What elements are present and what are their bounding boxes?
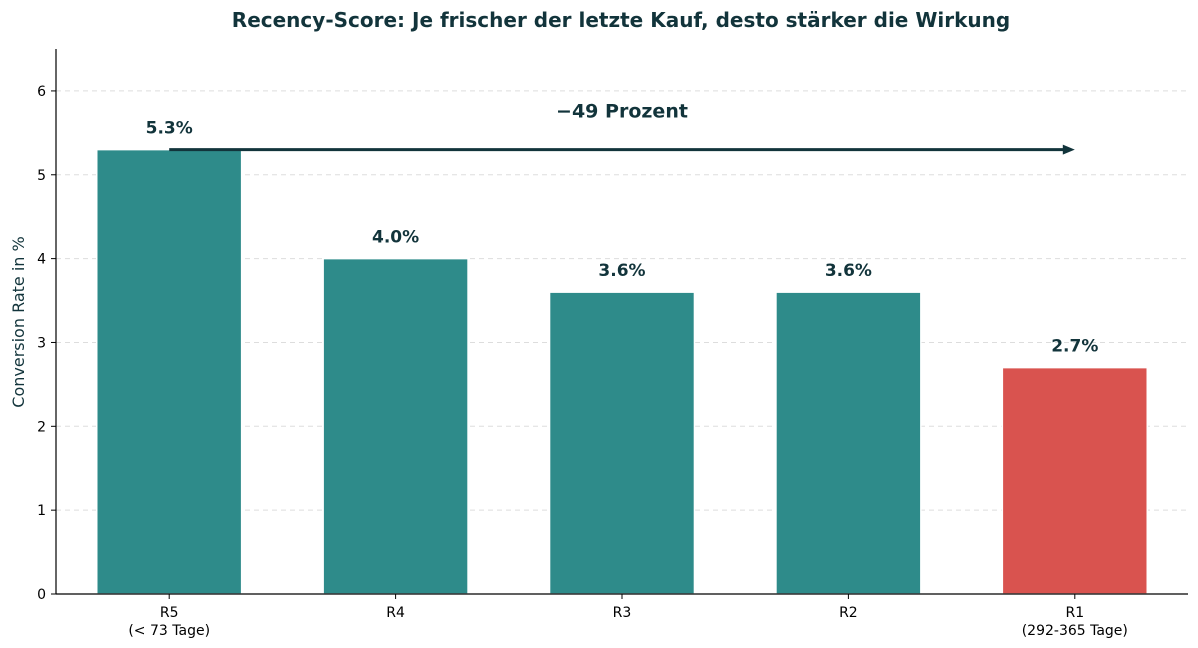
bar-r1 (1001, 366, 1148, 595)
data-label: 2.7% (1051, 337, 1098, 357)
annotation: −49 Prozent (169, 101, 1075, 155)
y-tick-label: 1 (37, 503, 46, 519)
bar-r2 (775, 291, 922, 595)
data-labels: 5.3% 4.0% 3.6% 3.6% 2.7% (146, 119, 1099, 357)
bar-r3 (548, 291, 696, 595)
x-tick-label: R3 (613, 605, 632, 621)
data-label: 3.6% (598, 261, 645, 281)
data-label: 5.3% (146, 119, 193, 139)
data-label: 3.6% (825, 261, 872, 281)
annotation-arrow-head (1062, 144, 1075, 155)
data-label: 4.0% (372, 228, 419, 248)
y-tick-label: 5 (37, 168, 46, 184)
y-tick-label: 0 (37, 587, 46, 603)
y-tick-label: 3 (37, 335, 46, 351)
bar-r4 (322, 257, 469, 595)
axes: 0 1 2 3 4 5 6 R5 (< 73 Tage) R4 R3 R2 R1 (292-365 Tag… (37, 49, 1188, 639)
x-tick-label: R4 (386, 605, 405, 621)
x-tick-sublabel: (292-365 Tage) (1022, 623, 1128, 639)
x-tick-label: R5 (160, 605, 179, 621)
y-tick-label: 6 (37, 84, 46, 100)
bar-r5 (96, 148, 243, 595)
y-axis-label: Conversion Rate in % (9, 236, 28, 407)
x-tick-sublabel: (< 73 Tage) (128, 623, 210, 639)
chart-title: Recency-Score: Je frischer der letzte Ka… (232, 8, 1010, 32)
y-tick-label: 2 (37, 419, 46, 435)
x-tick-label: R2 (839, 605, 858, 621)
y-tick-label: 4 (37, 252, 46, 268)
bars (96, 148, 1148, 595)
annotation-label: −49 Prozent (556, 101, 688, 123)
x-tick-label: R1 (1065, 605, 1084, 621)
